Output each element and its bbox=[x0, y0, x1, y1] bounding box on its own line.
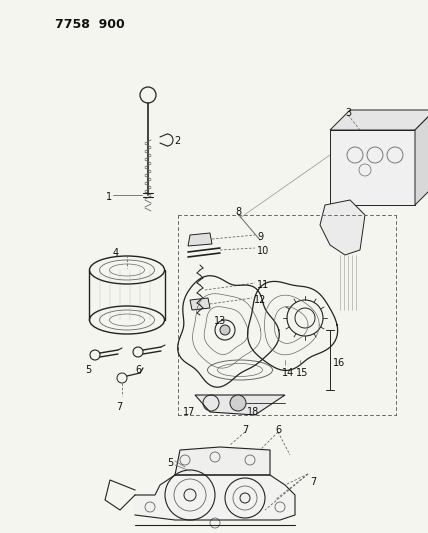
Text: 15: 15 bbox=[296, 368, 309, 378]
Text: 6: 6 bbox=[135, 365, 141, 375]
Polygon shape bbox=[330, 130, 415, 205]
Polygon shape bbox=[188, 233, 212, 246]
Text: 12: 12 bbox=[254, 295, 266, 305]
Text: 16: 16 bbox=[333, 358, 345, 368]
Polygon shape bbox=[415, 110, 428, 205]
Polygon shape bbox=[135, 475, 295, 520]
Polygon shape bbox=[320, 200, 365, 255]
Text: 3: 3 bbox=[345, 108, 351, 118]
Text: 5: 5 bbox=[167, 458, 173, 468]
Text: 10: 10 bbox=[257, 246, 269, 256]
Text: 9: 9 bbox=[257, 232, 263, 242]
Text: 1: 1 bbox=[106, 192, 112, 202]
Text: 14: 14 bbox=[282, 368, 294, 378]
Text: 4: 4 bbox=[113, 248, 119, 258]
Polygon shape bbox=[175, 447, 270, 475]
Text: 18: 18 bbox=[247, 407, 259, 417]
Text: 11: 11 bbox=[257, 280, 269, 290]
Circle shape bbox=[220, 325, 230, 335]
Text: 7: 7 bbox=[310, 477, 316, 487]
Text: 13: 13 bbox=[214, 316, 226, 326]
Circle shape bbox=[230, 395, 246, 411]
Polygon shape bbox=[190, 298, 210, 310]
Text: 7758  900: 7758 900 bbox=[55, 18, 125, 31]
Polygon shape bbox=[195, 395, 285, 415]
Text: 5: 5 bbox=[85, 365, 91, 375]
Text: 8: 8 bbox=[235, 207, 241, 217]
Text: 17: 17 bbox=[183, 407, 195, 417]
Polygon shape bbox=[330, 110, 428, 130]
Text: 2: 2 bbox=[174, 136, 180, 146]
Text: 7: 7 bbox=[242, 425, 248, 435]
Text: 7: 7 bbox=[116, 402, 122, 412]
Text: 6: 6 bbox=[275, 425, 281, 435]
